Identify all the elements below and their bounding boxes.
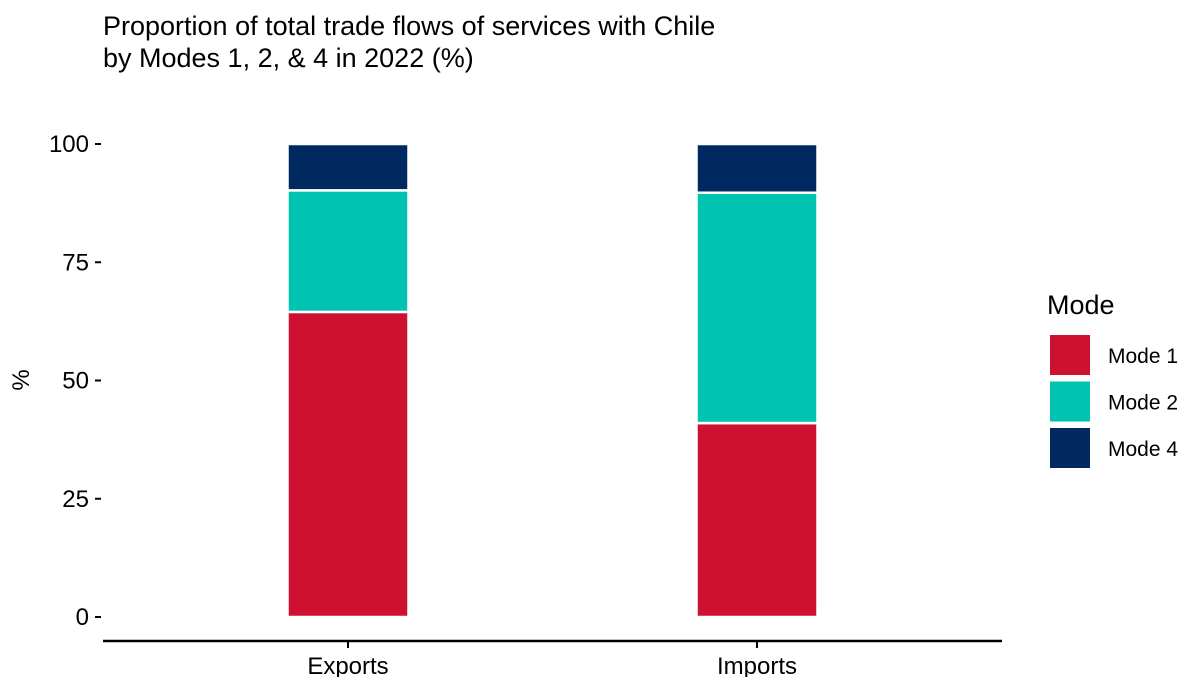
bar-exports-mode-1 [286,310,410,619]
y-tick-label: 25 [62,486,89,513]
x-tick-label-imports: Imports [717,653,797,677]
bar-imports-mode-4 [695,142,819,194]
y-axis: 0 25 50 75 100 [49,131,101,631]
legend-label-mode-4: Mode 4 [1108,438,1178,461]
legend-label-mode-2: Mode 2 [1108,392,1178,415]
legend-title: Mode [1047,290,1115,320]
legend-label-mode-1: Mode 1 [1108,345,1178,368]
y-tick-label: 50 [62,368,89,395]
y-axis-label: % [8,369,35,390]
legend-swatch-mode-1 [1050,335,1090,375]
legend-swatch-mode-2 [1050,381,1090,422]
y-tick-label: 100 [49,131,89,158]
chart-title-line-2: by Modes 1, 2, & 4 in 2022 (%) [103,43,474,73]
bar-exports-mode-2 [286,189,410,314]
y-tick-label: 0 [76,604,89,631]
y-tick-label: 75 [62,249,89,276]
bars [286,142,819,619]
chart-title-line-1: Proportion of total trade flows of servi… [103,11,715,41]
legend: Mode Mode 1 Mode 2 Mode 4 [1047,290,1178,468]
bar-exports-mode-4 [286,142,410,192]
x-tick-label-exports: Exports [307,653,388,677]
legend-swatch-mode-4 [1050,428,1090,468]
x-axis: Exports Imports [103,639,1002,680]
bar-imports-mode-1 [695,421,819,619]
bar-imports-mode-2 [695,191,819,425]
